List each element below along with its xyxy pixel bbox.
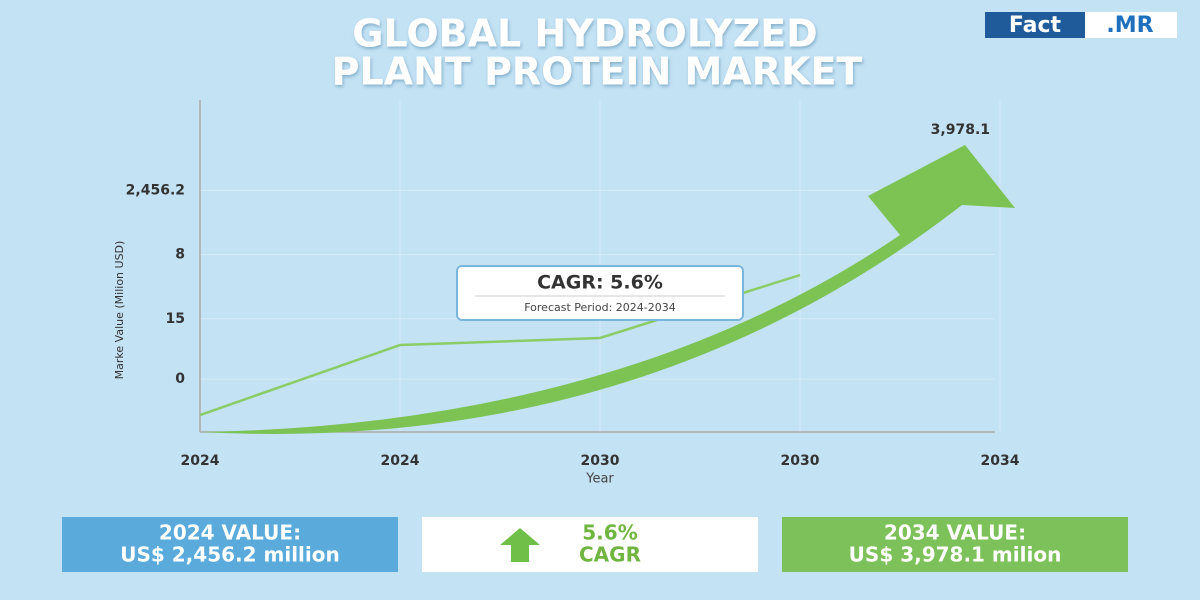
annotation: 3,978.1 [931, 122, 990, 138]
card-text: CAGR [579, 543, 641, 567]
x-tick-label: 2024 [181, 453, 220, 469]
title-line-1: GLOBAL HYDROLYZED [352, 12, 817, 56]
x-tick-label: 2030 [581, 453, 620, 469]
card-2024 [62, 517, 398, 572]
logo-box-right [1085, 12, 1177, 38]
y-tick-label: 15 [166, 311, 185, 327]
title-line-2: PLANT PROTEIN MARKET [332, 50, 863, 94]
y-axis-label: Marke Value (Milion USD) [113, 241, 126, 380]
callout-title: CAGR: 5.6% [537, 272, 663, 294]
y-tick-label: 8 [175, 247, 185, 263]
card-text: US$ 2,456.2 million [120, 543, 340, 567]
growth-arrow [200, 145, 1015, 434]
y-tick-label: 0 [175, 371, 185, 387]
logo-right: .MR [1106, 13, 1153, 38]
logo-box [985, 12, 1085, 38]
card-title: 2034 VALUE: [884, 521, 1026, 545]
x-axis-label: Year [585, 472, 614, 487]
x-tick-label: 2030 [781, 453, 820, 469]
up-arrow-icon [500, 528, 540, 562]
card-text: US$ 3,978.1 milion [849, 543, 1062, 567]
callout-subtitle: Forecast Period: 2024-2034 [524, 301, 676, 314]
card-title: 2024 VALUE: [159, 521, 301, 545]
card-2034 [782, 517, 1128, 572]
card-title: 5.6% [582, 521, 637, 545]
y-tick-label: 2,456.2 [126, 182, 185, 198]
x-tick-label: 2024 [381, 453, 420, 469]
x-tick-label: 2034 [981, 453, 1020, 469]
card-cagr [422, 517, 758, 572]
logo-left: Fact [1009, 13, 1062, 38]
cagr-callout [456, 265, 744, 321]
